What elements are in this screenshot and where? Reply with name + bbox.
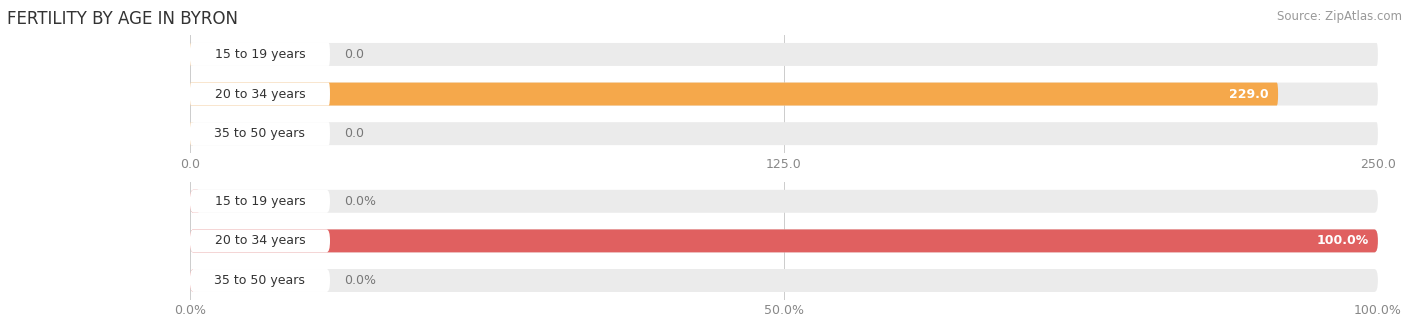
Text: 0.0: 0.0 [344,48,364,61]
Text: 20 to 34 years: 20 to 34 years [215,87,305,101]
FancyBboxPatch shape [190,229,1378,252]
Text: 100.0%: 100.0% [1316,234,1368,248]
Text: 229.0: 229.0 [1229,87,1268,101]
FancyBboxPatch shape [190,269,201,292]
FancyBboxPatch shape [190,269,1378,292]
Text: 0.0%: 0.0% [344,195,377,208]
FancyBboxPatch shape [190,122,330,145]
FancyBboxPatch shape [190,122,1378,145]
Text: Source: ZipAtlas.com: Source: ZipAtlas.com [1277,10,1402,23]
Text: 35 to 50 years: 35 to 50 years [215,127,305,140]
Text: 15 to 19 years: 15 to 19 years [215,195,305,208]
FancyBboxPatch shape [190,43,330,66]
FancyBboxPatch shape [190,82,330,106]
FancyBboxPatch shape [190,43,194,66]
FancyBboxPatch shape [190,269,330,292]
Text: 0.0%: 0.0% [344,274,377,287]
FancyBboxPatch shape [190,122,194,145]
FancyBboxPatch shape [190,229,1378,252]
Text: FERTILITY BY AGE IN BYRON: FERTILITY BY AGE IN BYRON [7,10,238,28]
Text: 20 to 34 years: 20 to 34 years [215,234,305,248]
FancyBboxPatch shape [190,190,201,213]
FancyBboxPatch shape [190,190,1378,213]
Text: 15 to 19 years: 15 to 19 years [215,48,305,61]
Text: 0.0: 0.0 [344,127,364,140]
Text: 35 to 50 years: 35 to 50 years [215,274,305,287]
FancyBboxPatch shape [190,43,1378,66]
FancyBboxPatch shape [190,229,330,252]
FancyBboxPatch shape [190,82,1378,106]
FancyBboxPatch shape [190,190,330,213]
FancyBboxPatch shape [190,82,1278,106]
